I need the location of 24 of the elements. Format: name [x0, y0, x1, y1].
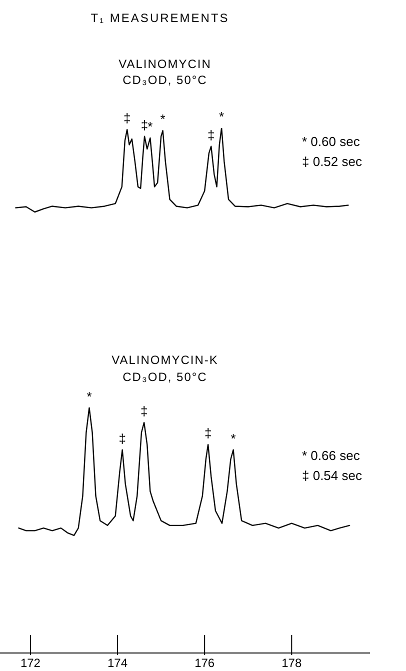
text: VALINOMYCIN	[118, 56, 212, 72]
annotation: CD₃OD, 50°C	[122, 369, 208, 385]
annotation: VALINOMYCIN-K	[110, 352, 220, 368]
annotation: * 0.60 sec	[302, 134, 360, 150]
annotation: ‡	[204, 426, 212, 441]
annotation: *	[86, 388, 92, 404]
annotation: *	[160, 112, 166, 127]
x-tick-label: 178	[282, 656, 302, 670]
annotation: ‡	[123, 110, 131, 126]
annotation: ‡	[140, 117, 148, 132]
annotation: * 0.66 sec	[302, 448, 360, 464]
annotation: *	[230, 430, 236, 446]
annotation: ‡	[140, 404, 148, 419]
x-tick-label: 174	[108, 656, 128, 670]
annotation: ‡ 0.52 sec	[302, 154, 362, 170]
text: CD₃OD, 50°C	[122, 72, 208, 88]
x-tick-label: 176	[194, 656, 215, 670]
chart-title: T₁ MEASUREMENTS	[90, 10, 230, 26]
annotation: *	[219, 109, 224, 124]
annotation: ‡ 0.54 sec	[302, 468, 362, 484]
annotation: *	[148, 118, 153, 134]
annotation: ‡	[118, 430, 126, 446]
x-tick-label: 172	[20, 656, 41, 670]
annotation: ‡	[208, 127, 215, 142]
